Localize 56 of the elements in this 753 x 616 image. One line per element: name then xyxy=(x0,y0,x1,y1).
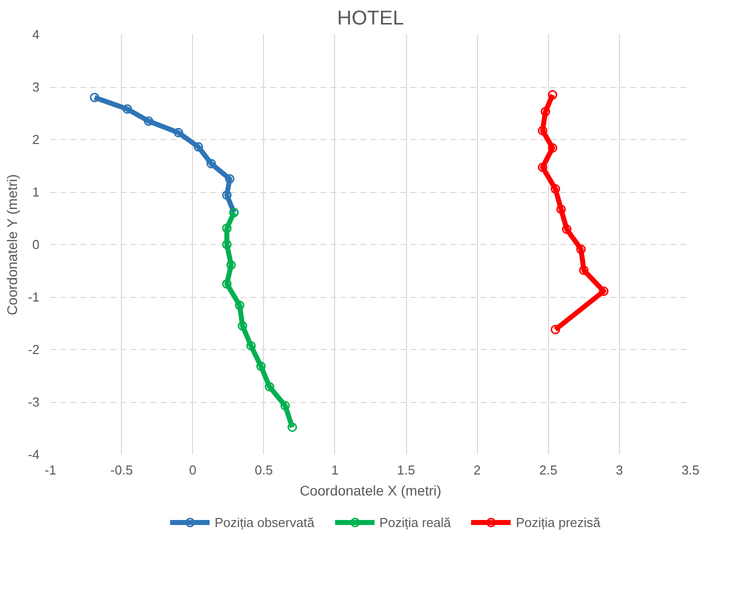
point xyxy=(206,158,216,168)
point xyxy=(579,265,589,275)
x-tick-label: 2.5 xyxy=(539,462,558,478)
x-tick-label: 3.5 xyxy=(681,462,700,478)
point xyxy=(556,204,566,214)
x-tick-label: 0.5 xyxy=(254,462,273,478)
point xyxy=(246,341,256,351)
point xyxy=(538,162,548,172)
y-tick-label: -3 xyxy=(28,394,40,410)
point xyxy=(264,382,274,392)
point xyxy=(222,240,232,250)
point xyxy=(550,324,560,334)
point xyxy=(288,422,298,432)
y-tick-label: -1 xyxy=(28,290,40,304)
point xyxy=(234,300,244,310)
legend-label: Poziția observată xyxy=(214,514,314,530)
point xyxy=(224,174,234,184)
y-tick-label: 3 xyxy=(32,80,40,94)
point xyxy=(122,104,132,114)
x-tick-label: 2 xyxy=(474,462,481,478)
point xyxy=(256,362,266,372)
point xyxy=(548,90,558,100)
chart-title: HOTEL xyxy=(337,8,404,30)
point xyxy=(576,244,586,254)
point xyxy=(538,126,548,136)
point xyxy=(90,92,100,102)
point xyxy=(238,321,248,331)
point xyxy=(222,190,232,200)
x-tick-label: 3 xyxy=(616,462,624,478)
point xyxy=(194,142,204,152)
point xyxy=(222,223,232,233)
point xyxy=(174,128,184,138)
x-tick-label: 1 xyxy=(331,462,339,478)
point xyxy=(144,116,154,126)
x-tick-label: 1.5 xyxy=(397,462,416,478)
legend-label: Poziția reală xyxy=(379,514,451,530)
y-tick-label: -2 xyxy=(28,342,40,357)
y-tick-label: 4 xyxy=(32,27,40,42)
y-tick-label: 2 xyxy=(32,132,40,147)
x-tick-label: -1 xyxy=(44,462,56,478)
point xyxy=(598,286,608,296)
y-tick-label: -4 xyxy=(28,447,40,462)
point xyxy=(548,143,558,153)
point xyxy=(222,279,232,289)
point xyxy=(550,184,560,194)
x-tick-label: 0 xyxy=(189,462,196,478)
y-axis-title: Coordonatele Y (metri) xyxy=(4,174,20,316)
point xyxy=(226,260,236,270)
point xyxy=(280,400,290,410)
x-axis-title: Coordonatele X (metri) xyxy=(300,482,442,498)
legend-label: Poziția prezisă xyxy=(516,514,600,530)
y-tick-label: 1 xyxy=(32,184,40,200)
point xyxy=(540,106,550,116)
y-tick-label: 0 xyxy=(32,237,40,252)
x-tick-label: -0.5 xyxy=(110,462,133,478)
point xyxy=(562,224,572,234)
